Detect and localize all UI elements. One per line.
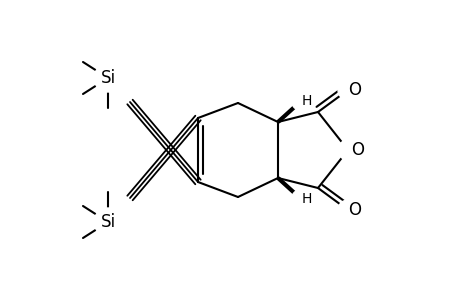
Text: O: O bbox=[348, 81, 361, 99]
Text: Si: Si bbox=[100, 69, 115, 87]
Circle shape bbox=[337, 80, 357, 100]
Text: O: O bbox=[348, 201, 361, 219]
Text: H: H bbox=[301, 192, 312, 206]
Circle shape bbox=[291, 190, 308, 206]
Circle shape bbox=[94, 208, 122, 236]
Text: O: O bbox=[351, 141, 364, 159]
Text: H: H bbox=[301, 94, 312, 108]
Circle shape bbox=[337, 140, 357, 160]
Circle shape bbox=[337, 200, 357, 220]
Circle shape bbox=[291, 94, 308, 110]
Text: Si: Si bbox=[100, 213, 115, 231]
Circle shape bbox=[94, 64, 122, 92]
